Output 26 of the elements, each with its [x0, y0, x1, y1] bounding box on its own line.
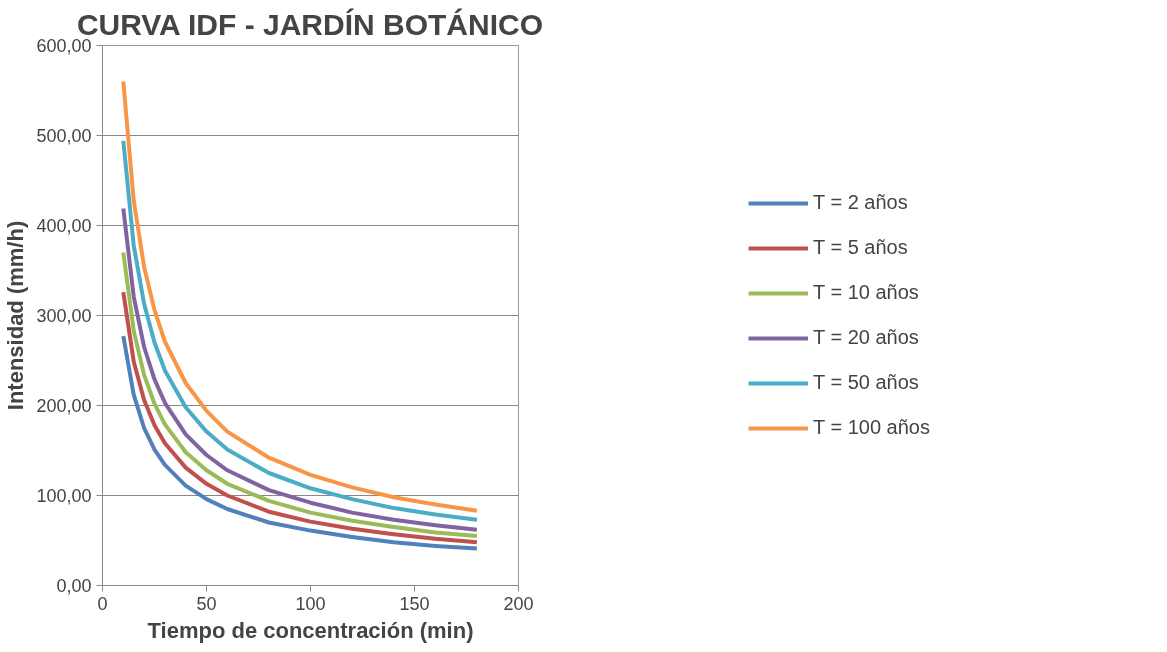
line-series — [121, 290, 479, 545]
legend-label: T = 50 años — [813, 371, 919, 394]
x-tick-label: 200 — [503, 593, 534, 614]
y-tick-label: 500,00 — [36, 126, 92, 146]
line-series — [121, 334, 479, 551]
x-tick-label: 100 — [295, 593, 326, 614]
x-tick-label: 0 — [97, 593, 108, 614]
legend-label: T = 10 años — [813, 281, 919, 304]
x-axis-title: Tiempo de concentración (min) — [147, 617, 474, 643]
legend-label: T = 20 años — [813, 326, 919, 349]
x-tick-label: 50 — [196, 593, 217, 614]
y-tick-label: 400,00 — [36, 216, 92, 236]
legend-label: T = 5 años — [813, 236, 908, 259]
line-series — [121, 206, 479, 532]
y-tick-label: 600,00 — [36, 36, 92, 56]
y-tick-label: 300,00 — [36, 306, 92, 326]
line-series — [121, 79, 479, 513]
legend-label: T = 2 años — [813, 191, 908, 214]
x-tick-label: 150 — [399, 593, 430, 614]
y-axis-title: Intensidad (mm/h) — [3, 220, 29, 411]
line-series — [121, 250, 479, 538]
legend-label: T = 100 años — [813, 416, 930, 439]
y-tick-label: 200,00 — [36, 396, 92, 416]
y-tick-label: 0,00 — [56, 576, 92, 596]
y-tick-label: 100,00 — [36, 486, 92, 506]
line-series — [121, 138, 479, 522]
